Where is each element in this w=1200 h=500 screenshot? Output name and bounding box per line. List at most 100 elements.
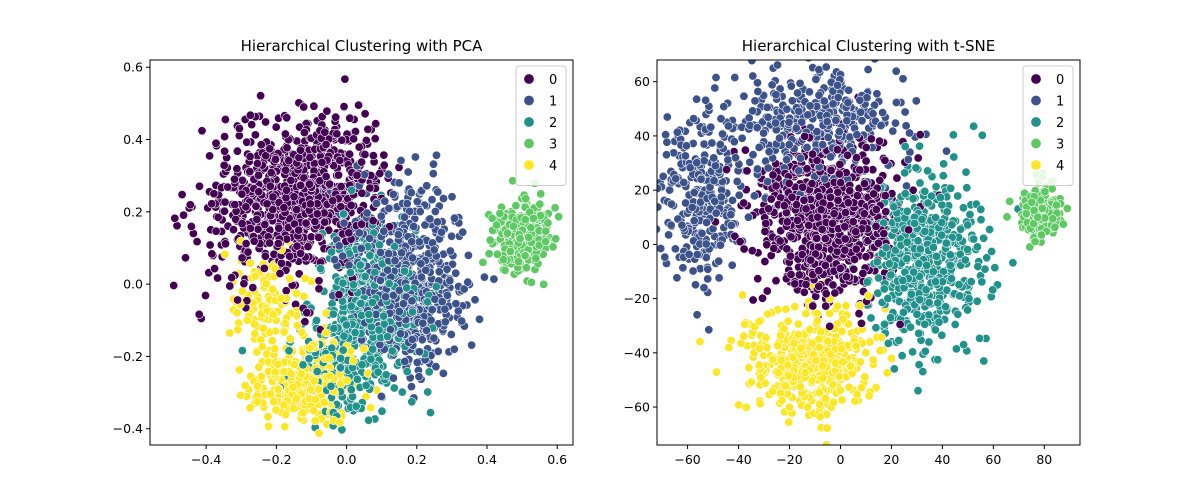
data-point-cluster-4 [807, 338, 817, 348]
data-point-cluster-2 [987, 247, 997, 257]
data-point-cluster-1 [371, 199, 381, 209]
data-point-cluster-0 [201, 290, 211, 300]
x-tick-label: −0.2 [261, 452, 291, 467]
data-point-cluster-1 [330, 255, 340, 265]
data-point-cluster-0 [237, 189, 247, 199]
data-point-cluster-2 [374, 325, 384, 335]
data-point-cluster-1 [420, 220, 430, 230]
data-point-cluster-0 [242, 137, 252, 147]
data-point-cluster-1 [416, 272, 426, 282]
data-point-cluster-2 [894, 335, 904, 345]
data-point-cluster-4 [348, 356, 358, 366]
data-point-cluster-4 [793, 319, 803, 329]
data-point-cluster-0 [274, 223, 284, 233]
data-point-cluster-2 [352, 374, 362, 384]
data-point-cluster-0 [220, 206, 230, 216]
data-point-cluster-1 [648, 229, 656, 237]
data-point-cluster-2 [938, 171, 948, 181]
data-point-cluster-0 [350, 127, 360, 137]
data-point-cluster-1 [394, 178, 404, 188]
data-point-cluster-4 [790, 302, 800, 312]
data-point-cluster-3 [495, 208, 505, 218]
data-point-cluster-1 [447, 231, 457, 241]
legend-label-4: 4 [549, 159, 557, 174]
data-point-cluster-4 [253, 397, 263, 407]
data-point-cluster-0 [771, 276, 781, 286]
data-point-cluster-0 [314, 284, 324, 294]
data-point-cluster-2 [962, 245, 972, 255]
data-point-cluster-0 [185, 200, 195, 210]
data-point-cluster-1 [870, 60, 880, 64]
data-point-cluster-2 [389, 383, 399, 393]
data-point-cluster-1 [744, 113, 754, 123]
data-point-cluster-4 [325, 371, 335, 381]
data-point-cluster-1 [421, 265, 431, 275]
data-point-cluster-0 [275, 268, 285, 278]
data-point-cluster-2 [399, 266, 409, 276]
data-point-cluster-4 [783, 316, 793, 326]
data-point-cluster-2 [379, 311, 389, 321]
data-point-cluster-0 [301, 218, 311, 228]
data-point-cluster-3 [1062, 204, 1072, 214]
data-point-cluster-0 [748, 295, 758, 305]
data-point-cluster-0 [207, 199, 217, 209]
data-point-cluster-0 [345, 149, 355, 159]
data-point-cluster-1 [664, 230, 674, 240]
data-point-cluster-1 [703, 274, 713, 284]
data-point-cluster-0 [354, 100, 364, 110]
data-point-cluster-4 [285, 274, 295, 284]
data-point-cluster-2 [913, 236, 923, 246]
data-point-cluster-2 [923, 166, 933, 176]
data-point-cluster-1 [786, 81, 796, 91]
data-point-cluster-0 [881, 207, 891, 217]
data-point-cluster-1 [440, 304, 450, 314]
data-point-cluster-0 [782, 244, 792, 254]
data-point-cluster-0 [331, 112, 341, 122]
data-point-cluster-1 [396, 329, 406, 339]
data-point-cluster-3 [492, 249, 502, 259]
data-point-cluster-3 [524, 232, 534, 242]
x-tick-label: 0.0 [337, 452, 357, 467]
data-point-cluster-0 [766, 194, 776, 204]
data-point-cluster-2 [942, 207, 952, 217]
data-point-cluster-0 [220, 197, 230, 207]
data-point-cluster-4 [741, 402, 751, 412]
data-point-cluster-4 [270, 344, 280, 354]
data-point-cluster-4 [300, 273, 310, 283]
data-point-cluster-0 [368, 151, 378, 161]
data-point-cluster-2 [361, 380, 371, 390]
pca-scatter-panel: Hierarchical Clustering with PCA−0.4 −0.2… [113, 37, 574, 467]
data-point-cluster-3 [528, 213, 538, 223]
data-point-cluster-0 [237, 219, 247, 229]
data-point-cluster-2 [360, 271, 370, 281]
data-point-cluster-2 [355, 260, 365, 270]
legend-marker-3 [523, 138, 535, 150]
data-point-cluster-1 [354, 228, 364, 238]
data-point-cluster-2 [336, 353, 346, 363]
data-point-cluster-0 [892, 173, 902, 183]
data-point-cluster-4 [250, 271, 260, 281]
data-point-cluster-2 [939, 159, 949, 169]
data-point-cluster-1 [723, 155, 733, 165]
data-point-cluster-2 [954, 280, 964, 290]
data-point-cluster-1 [900, 107, 910, 117]
data-point-cluster-1 [665, 185, 675, 195]
data-point-cluster-0 [295, 248, 305, 258]
data-point-cluster-0 [230, 174, 240, 184]
data-point-cluster-0 [361, 136, 371, 146]
data-point-cluster-0 [368, 216, 378, 226]
data-point-cluster-4 [236, 390, 246, 400]
data-point-cluster-2 [351, 401, 361, 411]
data-point-cluster-1 [338, 251, 348, 261]
data-point-cluster-3 [548, 242, 558, 252]
data-point-cluster-2 [329, 323, 339, 333]
data-point-cluster-4 [734, 400, 744, 410]
data-point-cluster-4 [268, 310, 278, 320]
data-point-cluster-0 [251, 201, 261, 211]
data-point-cluster-0 [294, 225, 304, 235]
data-point-cluster-3 [499, 255, 509, 265]
data-point-cluster-0 [271, 122, 281, 132]
data-point-cluster-1 [762, 102, 772, 112]
data-point-cluster-4 [237, 286, 247, 296]
data-point-cluster-0 [797, 250, 807, 260]
